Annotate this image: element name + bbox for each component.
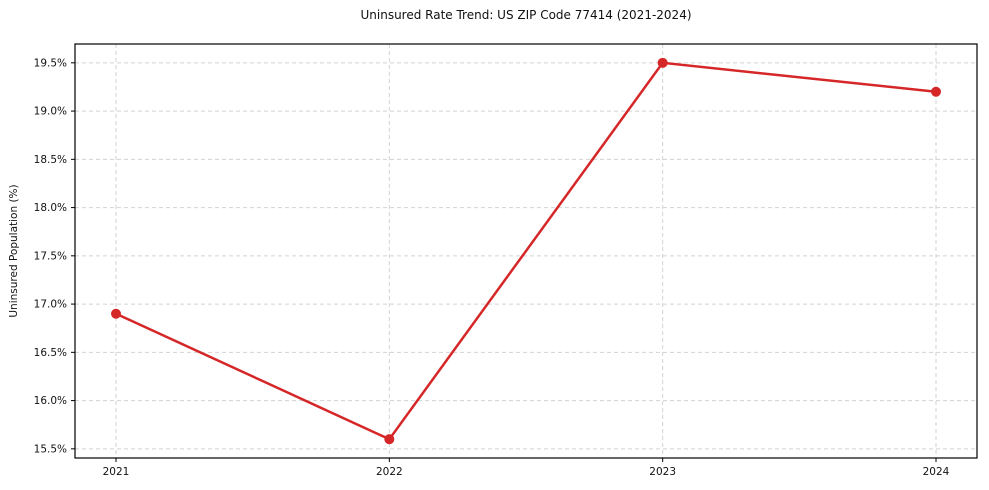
data-point <box>111 308 121 319</box>
plot-area-border <box>74 43 978 459</box>
y-tick-label: 18.0% <box>34 202 67 214</box>
y-tick-label: 18.5% <box>34 154 67 166</box>
y-tick-label: 16.5% <box>34 347 67 359</box>
x-tick-label: 2024 <box>923 466 950 478</box>
data-point <box>931 86 941 97</box>
data-point <box>384 434 395 445</box>
y-tick-label: 17.5% <box>34 250 67 262</box>
y-tick-label: 19.5% <box>34 57 67 69</box>
trend-line <box>115 61 937 441</box>
y-tick-label: 19.0% <box>34 106 67 118</box>
data-point <box>657 57 668 68</box>
x-tick-label: 2022 <box>376 466 403 478</box>
y-tick-label: 17.0% <box>34 299 67 311</box>
chart-title: Uninsured Rate Trend: US ZIP Code 77414 … <box>360 8 692 22</box>
y-axis-label: Uninsured Population (%) <box>8 184 20 318</box>
x-tick-label: 2023 <box>649 466 676 478</box>
x-tick-label: 2021 <box>103 466 130 478</box>
y-tick-label: 16.0% <box>34 395 67 407</box>
y-tick-label: 15.5% <box>34 443 67 455</box>
